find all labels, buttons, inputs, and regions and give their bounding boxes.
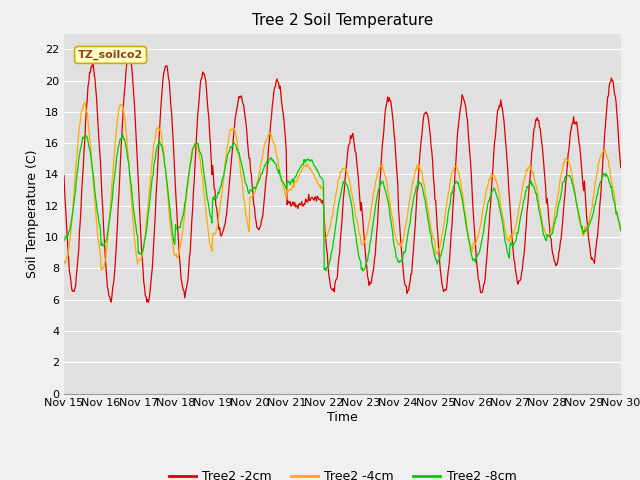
Tree2 -8cm	[359, 268, 367, 274]
Tree2 -2cm	[128, 69, 136, 74]
Tree2 -4cm	[70, 190, 78, 195]
Tree2 -8cm	[70, 199, 78, 205]
Tree2 -2cm	[70, 288, 78, 294]
Tree2 -4cm	[129, 216, 137, 222]
Tree2 -8cm	[60, 238, 68, 243]
Line: Tree2 -2cm: Tree2 -2cm	[64, 58, 621, 302]
Tree2 -2cm	[412, 216, 419, 222]
Line: Tree2 -8cm: Tree2 -8cm	[64, 135, 621, 271]
Tree2 -8cm	[428, 240, 436, 245]
Tree2 -2cm	[145, 300, 152, 305]
X-axis label: Time: Time	[327, 411, 358, 424]
Tree2 -4cm	[60, 260, 68, 266]
Tree2 -8cm	[185, 172, 193, 178]
Tree2 -8cm	[214, 190, 222, 195]
Tree2 -4cm	[98, 267, 106, 273]
Tree2 -2cm	[125, 55, 133, 60]
Tree2 -4cm	[186, 166, 193, 172]
Tree2 -4cm	[215, 213, 223, 218]
Y-axis label: Soil Temperature (C): Soil Temperature (C)	[26, 149, 39, 278]
Tree2 -4cm	[81, 99, 89, 105]
Legend: Tree2 -2cm, Tree2 -4cm, Tree2 -8cm: Tree2 -2cm, Tree2 -4cm, Tree2 -8cm	[164, 465, 521, 480]
Tree2 -8cm	[119, 132, 127, 138]
Tree2 -2cm	[215, 226, 223, 232]
Title: Tree 2 Soil Temperature: Tree 2 Soil Temperature	[252, 13, 433, 28]
Tree2 -2cm	[186, 254, 193, 260]
Tree2 -4cm	[428, 229, 436, 235]
Tree2 -2cm	[617, 165, 625, 170]
Tree2 -4cm	[412, 167, 419, 172]
Tree2 -8cm	[617, 228, 625, 234]
Tree2 -2cm	[428, 149, 436, 155]
Line: Tree2 -4cm: Tree2 -4cm	[64, 102, 621, 270]
Tree2 -4cm	[617, 228, 625, 233]
Tree2 -8cm	[128, 192, 136, 198]
Tree2 -8cm	[412, 188, 419, 194]
Text: TZ_soilco2: TZ_soilco2	[78, 50, 143, 60]
Tree2 -2cm	[60, 172, 68, 178]
